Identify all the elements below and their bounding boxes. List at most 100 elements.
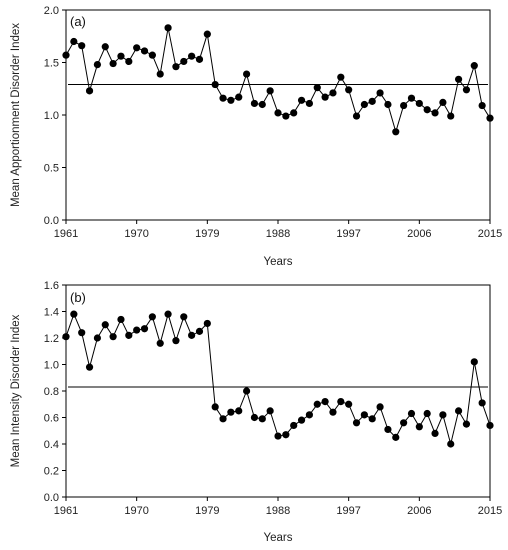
panel-a-data-point (242, 70, 251, 78)
panel-b-data-point (337, 398, 345, 406)
panel-a-data-point (305, 99, 314, 108)
panel-b-data-point (345, 400, 353, 408)
panel-b-data-point (140, 325, 149, 333)
panel-a-data-point (274, 109, 282, 117)
panel-a-data-point (62, 51, 70, 59)
panel-a-data-point (133, 44, 141, 52)
panel-b-data-point (454, 407, 463, 415)
panel-b-data-point (321, 398, 329, 406)
panel-a-data-point (392, 128, 400, 136)
panel-b-data-point (447, 440, 455, 448)
panel-a-data-point (384, 100, 392, 109)
panel-a-data-point (462, 86, 471, 94)
panel-b-x-tick-label: 2006 (407, 505, 431, 517)
panel-a-data-point (321, 93, 329, 101)
panel-b-x-tick-label: 1961 (54, 505, 78, 517)
panel-a-data-point (337, 73, 345, 81)
panel-b-data-point (62, 333, 70, 341)
panel-b-data-point (407, 409, 416, 418)
panel-b-data-point (258, 415, 266, 423)
panel-a-y-axis-title: Mean Apportionment Disorder Index (10, 23, 22, 207)
panel-b-data-point (172, 337, 180, 345)
panel-a-y-tick-label: 2.0 (44, 5, 59, 17)
panel-b-data-point (423, 409, 431, 418)
panel-b-data-point (360, 411, 368, 419)
panel-b-y-tick-label: 1.0 (44, 360, 59, 372)
panel-b-data-point (352, 419, 361, 427)
panel-b-data-point (93, 334, 102, 342)
panel-b-data-point (219, 415, 227, 423)
panel-b-data-point (195, 327, 204, 335)
panel-a-x-tick-label: 1997 (336, 228, 360, 240)
panel-b-x-axis-title: Years (264, 532, 293, 544)
panel-a-data-point (78, 42, 86, 50)
panel-a-data-point (329, 89, 337, 97)
panel-a-data-point (172, 63, 180, 71)
panel-a-x-tick-label: 1970 (124, 228, 148, 240)
panel-a-data-point (156, 70, 164, 78)
panel-a-data-point (195, 55, 204, 63)
panel-a-data-point (266, 87, 274, 95)
panel-a-data-point (203, 30, 211, 38)
panel-a-data-point (125, 57, 133, 66)
panel-b-data-point (400, 419, 408, 427)
panel-a-x-tick-label: 1961 (54, 228, 78, 240)
panel-b-y-tick-label: 1.4 (44, 307, 59, 319)
panel-a-x-ticks: 1961 1970 1979 1988 1997 2006 2015 (54, 220, 502, 240)
panel-a-data-point (360, 100, 368, 109)
panel-b-data-point (70, 310, 78, 318)
panel-a-data-point (282, 112, 290, 120)
panel-a-x-axis-title: Years (264, 256, 293, 268)
panel-b-data-point (392, 433, 400, 441)
panel-b-data-point (133, 326, 141, 334)
panel-a-data-point (478, 101, 486, 110)
panel-b-x-tick-label: 1988 (266, 505, 290, 517)
panel-a-data-point (431, 109, 439, 117)
panel-a-x-tick-label: 1979 (195, 228, 219, 240)
panel-b-data-point (242, 387, 251, 395)
panel-a-data-point (211, 80, 219, 89)
panel-b-data-point (164, 310, 172, 318)
panel-b-y-tick-label: 0.8 (44, 386, 59, 398)
panel-b-data-point (188, 331, 196, 339)
panel-a-x-tick-label: 2006 (407, 228, 431, 240)
panel-b-data-point (478, 399, 486, 407)
panel-b-x-tick-label: 1970 (124, 505, 148, 517)
panel-b-y-axis-title: Mean Intensity Disorder Index (10, 314, 22, 467)
panel-b-data-point (376, 403, 384, 411)
panel-a-data-point (101, 43, 109, 51)
panel-b-data-point (117, 315, 125, 324)
panel-a-data-point (297, 96, 306, 104)
panel-a-data-point (376, 89, 384, 97)
panel-a-data-point (400, 101, 408, 110)
panel-a-data-point (227, 96, 235, 104)
panel-b-data-point (109, 333, 117, 341)
panel-a-label: (a) (70, 14, 86, 29)
panel-b-plot-frame (65, 284, 491, 498)
panel-b-data-point (313, 400, 321, 408)
panel-a-y-tick-label: 0.0 (44, 215, 59, 227)
panel-b-data-point (470, 358, 478, 366)
panel-a-data-point (250, 99, 259, 108)
panel-b-y-tick-label: 1.2 (44, 333, 59, 345)
panel-b-data-point (305, 411, 314, 419)
panel-b-data-point (148, 313, 156, 321)
panel-a-x-tick-label: 1988 (266, 228, 290, 240)
panel-a-data-point (486, 114, 494, 122)
panel-b-data-point (85, 363, 94, 371)
panel-b-data-point (462, 420, 471, 428)
panel-a-y-tick-label: 1.5 (44, 58, 59, 70)
panel-b-data-point (384, 425, 392, 434)
panel-a-data-point (470, 62, 478, 70)
panel-b-points (62, 310, 494, 448)
panel-a-data-point (423, 106, 431, 114)
panel-b-data-point (125, 331, 133, 339)
panel-a-y-tick-label: 0.5 (44, 163, 59, 175)
panel-a-data-point (258, 100, 266, 109)
panel-b-y-tick-label: 1.6 (44, 280, 59, 292)
panel-a-data-point (235, 93, 243, 101)
panel-b-label: (b) (70, 290, 86, 305)
panel-a-data-point (313, 84, 321, 92)
panel-b-data-point (486, 421, 494, 430)
